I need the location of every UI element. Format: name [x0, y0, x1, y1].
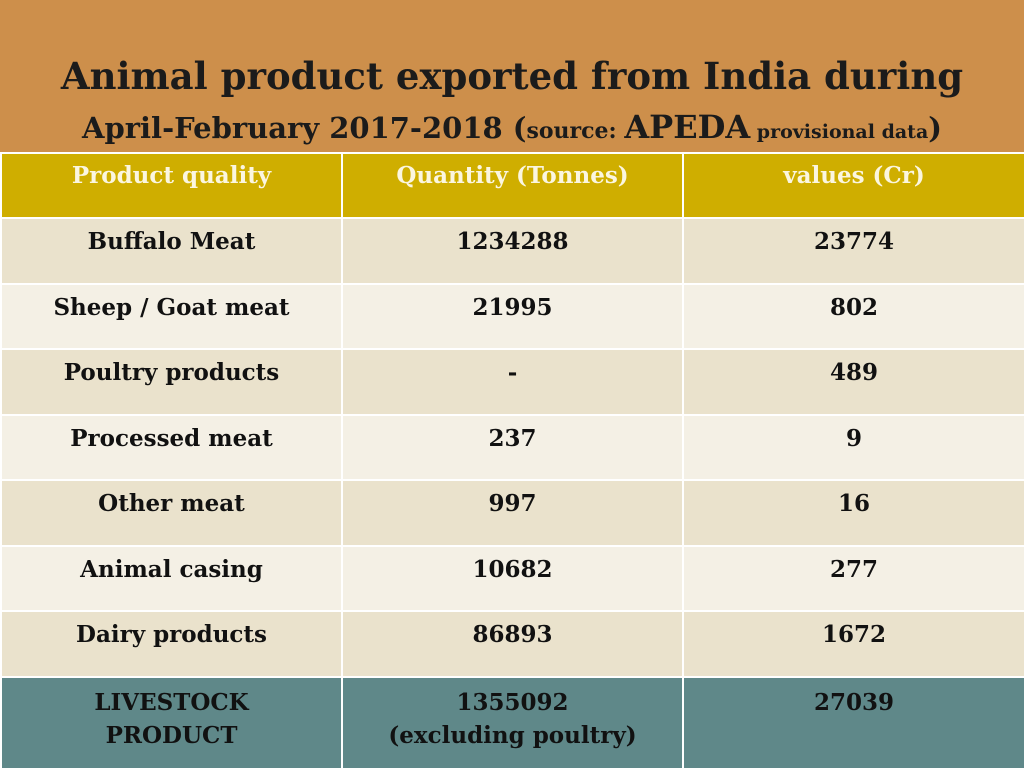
slide-subtitle: April-February 2017-2018 (source: APEDA …: [0, 108, 1024, 146]
total-product-cell: LIVESTOCK PRODUCT: [0, 675, 343, 770]
table-row: Processed meat 237 9: [0, 413, 1024, 481]
cell-quantity: 10682: [341, 544, 684, 612]
cell-quantity: 86893: [341, 610, 684, 678]
cell-value: 16: [682, 479, 1024, 547]
total-value: 27039: [813, 688, 895, 716]
cell-value: 9: [682, 413, 1024, 481]
table-row: Buffalo Meat 1234288 23774: [0, 217, 1024, 285]
total-product-line1: LIVESTOCK: [94, 688, 249, 716]
cell-product: Poultry products: [0, 348, 343, 416]
cell-product: Processed meat: [0, 413, 343, 481]
cell-product: Dairy products: [0, 610, 343, 678]
table-row: Dairy products 86893 1672: [0, 610, 1024, 678]
cell-quantity: 237: [341, 413, 684, 481]
subtitle-period: April-February 2017-2018 (: [81, 111, 527, 145]
cell-quantity: 997: [341, 479, 684, 547]
table-total-row: LIVESTOCK PRODUCT 1355092 (excluding pou…: [0, 675, 1024, 770]
cell-value: 277: [682, 544, 1024, 612]
total-quantity-line2: (excluding poultry): [388, 721, 637, 749]
table-row: Poultry products - 489: [0, 348, 1024, 416]
table-row: Other meat 997 16: [0, 479, 1024, 547]
cell-product: Buffalo Meat: [0, 217, 343, 285]
subtitle-source-label: source:: [526, 118, 625, 144]
table-header-row: Product quality Quantity (Tonnes) values…: [0, 152, 1024, 219]
title-banner: Animal product exported from India durin…: [0, 0, 1024, 152]
header-value: values (Cr): [682, 152, 1024, 219]
cell-product: Other meat: [0, 479, 343, 547]
subtitle-apeda: APEDA: [624, 108, 751, 146]
header-quantity: Quantity (Tonnes): [341, 152, 684, 219]
cell-value: 23774: [682, 217, 1024, 285]
header-product: Product quality: [0, 152, 343, 219]
cell-quantity: 21995: [341, 282, 684, 350]
cell-value: 489: [682, 348, 1024, 416]
export-table: Product quality Quantity (Tonnes) values…: [0, 152, 1024, 770]
cell-product: Animal casing: [0, 544, 343, 612]
cell-quantity: -: [341, 348, 684, 416]
cell-value: 802: [682, 282, 1024, 350]
total-quantity-cell: 1355092 (excluding poultry): [341, 675, 684, 770]
total-quantity-line1: 1355092: [456, 688, 569, 716]
subtitle-close-paren: ): [928, 111, 942, 145]
table-row: Animal casing 10682 277: [0, 544, 1024, 612]
total-value-cell: 27039: [682, 675, 1024, 770]
cell-quantity: 1234288: [341, 217, 684, 285]
subtitle-provisional: provisional data: [750, 121, 929, 143]
table-row: Sheep / Goat meat 21995 802: [0, 282, 1024, 350]
slide-title: Animal product exported from India durin…: [60, 54, 964, 98]
cell-value: 1672: [682, 610, 1024, 678]
cell-product: Sheep / Goat meat: [0, 282, 343, 350]
total-product-line2: PRODUCT: [105, 721, 238, 749]
